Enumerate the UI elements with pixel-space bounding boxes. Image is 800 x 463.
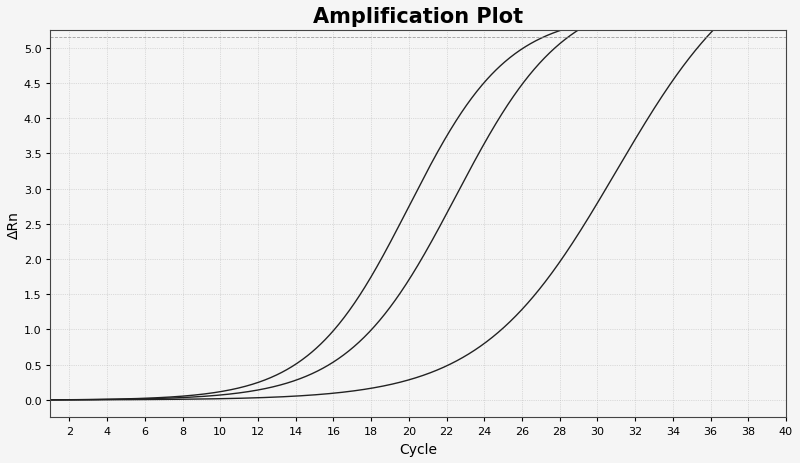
- Y-axis label: ΔRn: ΔRn: [7, 211, 21, 238]
- Title: Amplification Plot: Amplification Plot: [313, 7, 523, 27]
- X-axis label: Cycle: Cycle: [399, 442, 438, 456]
